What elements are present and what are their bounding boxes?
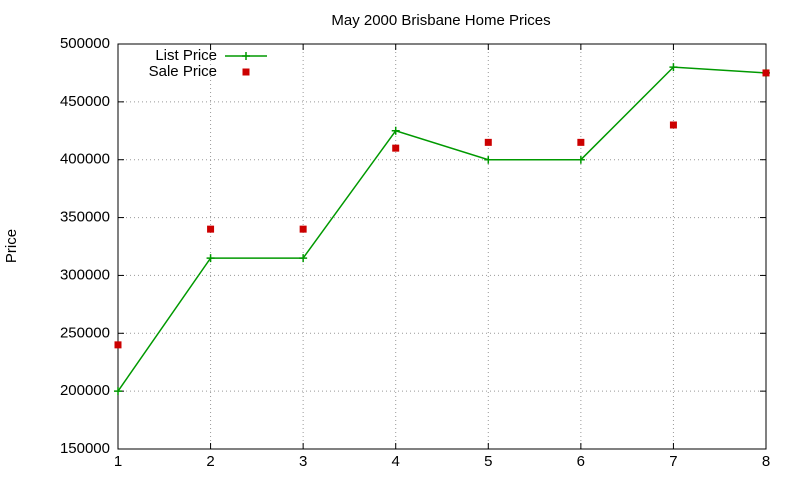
y-tick-label: 500000: [60, 35, 110, 52]
x-tick-label: 8: [762, 453, 770, 470]
x-tick-label: 3: [299, 453, 307, 470]
marker: [391, 126, 400, 135]
marker: [114, 387, 122, 396]
plot-border: [117, 43, 767, 450]
marker: [484, 155, 493, 164]
marker: [576, 155, 585, 164]
series-line: [117, 66, 767, 392]
x-tick-label: 7: [669, 453, 677, 470]
marker: [577, 138, 585, 146]
marker: [762, 69, 770, 77]
marker: [299, 225, 307, 233]
marker: [392, 144, 400, 152]
marker: [242, 52, 250, 60]
x-tick-label: 4: [392, 453, 400, 470]
x-tick-label: 5: [484, 453, 492, 470]
marker: [207, 225, 215, 233]
y-tick-label: 150000: [60, 440, 110, 457]
marker: [242, 68, 250, 76]
y-tick-label: 400000: [60, 151, 110, 168]
y-tick-label: 250000: [60, 324, 110, 341]
marker: [299, 254, 308, 263]
marker: [484, 138, 492, 146]
chart-title: May 2000 Brisbane Home Prices: [331, 12, 550, 29]
y-tick-label: 300000: [60, 266, 110, 283]
y-tick-label: 450000: [60, 93, 110, 110]
legend-label: List Price: [155, 47, 217, 64]
x-tick-label: 1: [114, 453, 122, 470]
marker: [206, 254, 215, 263]
legend-label: Sale Price: [149, 63, 217, 80]
x-tick-label: 2: [206, 453, 214, 470]
marker: [114, 341, 122, 349]
marker: [669, 63, 678, 72]
y-tick-label: 200000: [60, 382, 110, 399]
x-tick-label: 6: [577, 453, 585, 470]
marker: [669, 121, 677, 129]
y-axis-label: Price: [3, 229, 20, 263]
y-tick-label: 350000: [60, 209, 110, 226]
